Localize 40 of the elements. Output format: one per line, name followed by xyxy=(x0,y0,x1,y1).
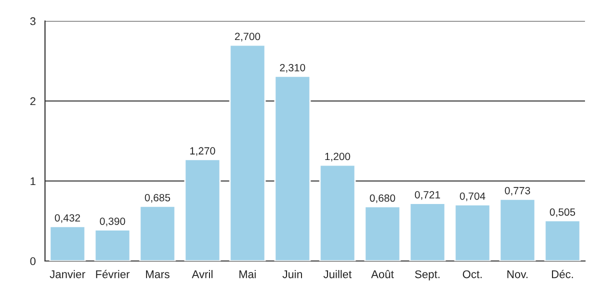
bar xyxy=(139,206,176,261)
data-label: 1,270 xyxy=(190,147,216,156)
x-tick-label: Déc. xyxy=(552,270,573,278)
bar xyxy=(274,76,311,261)
x-tick-label: Juin xyxy=(282,270,302,278)
bar xyxy=(454,204,491,261)
data-label: 0,680 xyxy=(370,194,396,203)
x-tick-label: Janvier xyxy=(50,270,86,278)
x-tick-label: Mars xyxy=(146,270,170,278)
y-tick-label: 0 xyxy=(30,257,36,266)
x-tick-label: Mai xyxy=(239,270,256,278)
data-label: 2,310 xyxy=(280,64,306,73)
data-label: 1,200 xyxy=(325,152,350,162)
data-label: 0,704 xyxy=(460,192,486,202)
bar xyxy=(49,226,86,261)
x-tick-label: Février xyxy=(96,270,130,278)
bar xyxy=(229,44,266,261)
y-tick-label: 3 xyxy=(30,17,36,26)
x-tick-label: Juillet xyxy=(323,270,352,278)
x-tick-label: Nov. xyxy=(507,270,528,278)
x-tick-label: Sept. xyxy=(415,270,440,280)
bar xyxy=(319,164,356,261)
data-label: 0,721 xyxy=(414,191,440,200)
y-tick-label: 1 xyxy=(30,177,36,186)
data-label: 0,390 xyxy=(100,218,126,226)
bar xyxy=(364,206,401,261)
data-label: 0,685 xyxy=(144,194,170,203)
bar xyxy=(184,158,221,261)
x-tick-label: Août xyxy=(371,270,394,278)
data-label: 0,432 xyxy=(54,214,80,223)
x-tick-label: Avril xyxy=(192,270,212,278)
bar xyxy=(499,198,536,261)
data-label: 2,700 xyxy=(234,32,260,42)
y-tick-label: 2 xyxy=(30,97,36,106)
bar xyxy=(94,229,131,261)
data-label: 0,505 xyxy=(550,208,576,217)
x-tick-label: Oct. xyxy=(462,270,482,278)
bar xyxy=(544,220,581,261)
bar xyxy=(409,202,446,261)
data-label: 0,773 xyxy=(504,186,530,196)
